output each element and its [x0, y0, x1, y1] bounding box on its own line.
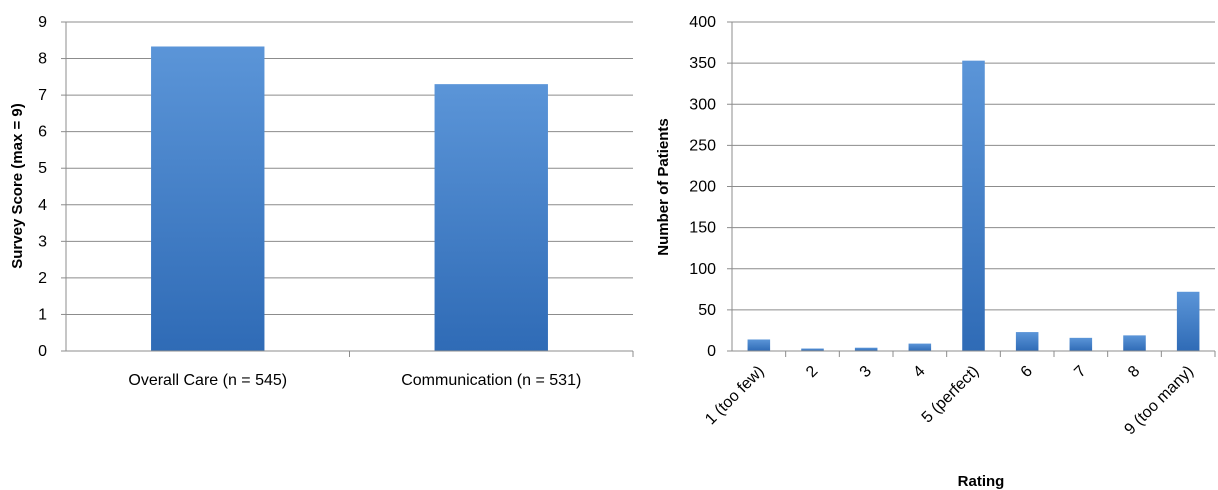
y-tick-label: 2 — [38, 270, 47, 287]
y-tick-labels: 0 50 100 150 200 250 300 350 400 — [689, 14, 716, 360]
y-tick-label: 4 — [38, 197, 47, 214]
bar-1 — [151, 46, 265, 352]
bar-8 — [1123, 335, 1146, 351]
bar-3 — [854, 347, 878, 351]
rating-distribution-chart: 0 50 100 150 200 250 300 350 400 1 (too few) 2 3 45… — [655, 14, 1216, 490]
bar-9 — [1176, 291, 1200, 351]
bar-7 — [1069, 337, 1093, 351]
y-tick-label: 9 — [38, 14, 47, 31]
y-tick-label: 350 — [689, 55, 716, 72]
y-tick-label: 250 — [689, 137, 716, 154]
y-tick-label: 8 — [38, 51, 47, 68]
bar-2 — [801, 348, 824, 351]
y-tick-label: 0 — [707, 343, 716, 360]
survey-score-chart: 0 1 2 3 4 5 6 7 8 9 Overall Care (n = 545) Communi… — [9, 14, 634, 389]
x-tick-label: Communication (n = 531) — [401, 372, 581, 389]
x-axis-title: Rating — [958, 473, 1005, 490]
x-tick-labels: Overall Care (n = 545) Communication (n =… — [128, 372, 581, 389]
y-tick-label: 6 — [38, 124, 47, 141]
bar-4 — [908, 343, 932, 351]
y-tick-label: 100 — [689, 261, 716, 278]
y-tick-label: 0 — [38, 343, 47, 360]
y-tick-label: 5 — [38, 160, 47, 177]
x-tick-label: 1 (too few) — [702, 363, 767, 428]
x-tick-label: 5 (perfect) — [919, 363, 983, 427]
y-tick-label: 50 — [698, 302, 716, 319]
bar-5 — [962, 60, 985, 351]
x-tick-label: 7 — [1071, 363, 1089, 381]
y-tick-label: 3 — [38, 233, 47, 250]
y-tick-label: 1 — [38, 306, 47, 323]
x-tick-label: Overall Care (n = 545) — [128, 372, 287, 389]
y-tick-label: 300 — [689, 96, 716, 113]
y-tick-label: 200 — [689, 179, 716, 196]
x-tick-label: 3 — [857, 363, 875, 381]
y-tick-label: 150 — [689, 220, 716, 237]
x-tick-label: 4 — [910, 363, 928, 381]
bar-1 — [747, 339, 771, 351]
y-tick-label: 7 — [38, 87, 47, 104]
bars — [747, 60, 1200, 351]
axes — [61, 21, 634, 357]
axes — [727, 21, 1216, 357]
x-tick-labels: 1 (too few) 2 3 45 (perfect) 6 7 89 (too many) — [702, 363, 1197, 439]
y-tick-labels: 0 1 2 3 4 5 6 7 8 9 — [38, 14, 47, 360]
x-tick-label: 8 — [1125, 363, 1143, 381]
bars — [151, 46, 548, 352]
bar-2 — [434, 84, 548, 352]
bar-6 — [1015, 332, 1039, 351]
y-tick-label: 400 — [689, 14, 716, 31]
y-axis-title: Survey Score (max = 9) — [9, 103, 26, 269]
y-axis-title: Number of Patients — [655, 118, 672, 256]
x-tick-label: 6 — [1018, 363, 1036, 381]
x-tick-label: 2 — [803, 363, 821, 381]
